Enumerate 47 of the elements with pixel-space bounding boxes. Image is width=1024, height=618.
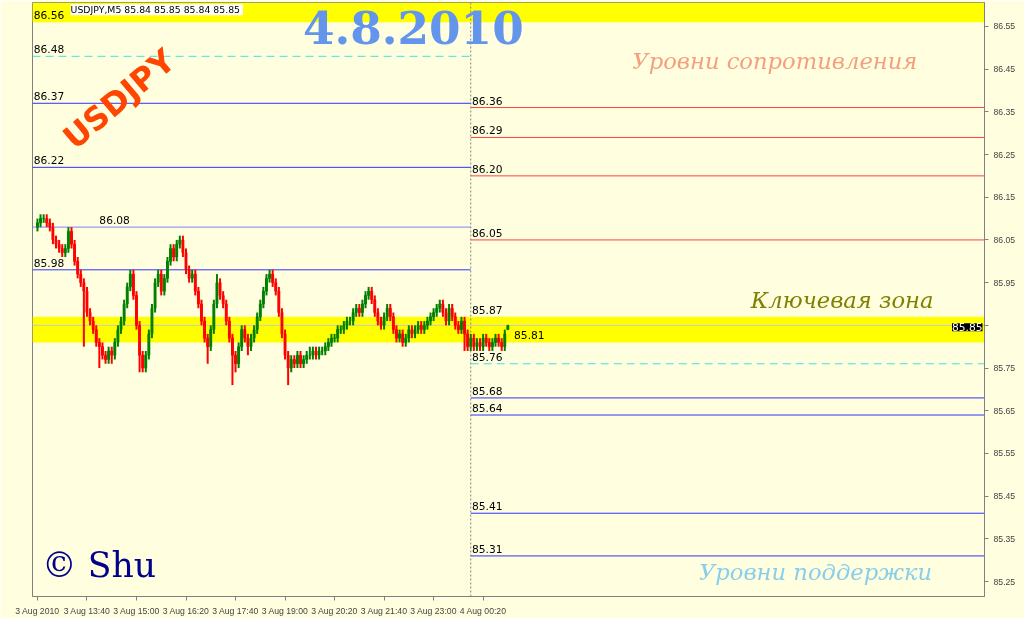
x-tick-label: 3 Aug 23:00 — [410, 605, 457, 616]
y-tick-label: 86.05 — [993, 234, 1016, 245]
y-tick-label: 85.65 — [993, 405, 1016, 416]
annotation: 85.87 — [471, 303, 503, 317]
x-tick-label: 3 Aug 2010 — [15, 605, 60, 616]
y-tick-label: 86.35 — [993, 106, 1016, 117]
annotation: 85.41 — [471, 500, 503, 514]
annotation: © Shu — [42, 544, 157, 585]
y-tick-label: 86.15 — [993, 192, 1016, 203]
x-tick-label: 3 Aug 20:20 — [311, 605, 358, 616]
x-tick-label: 3 Aug 19:00 — [261, 605, 309, 616]
y-tick-label: 85.25 — [993, 576, 1016, 587]
y-tick-label: 86.45 — [993, 64, 1016, 75]
annotation: 86.36 — [471, 94, 503, 108]
annotation: Уровни сопротивления — [632, 47, 918, 74]
candlestick — [506, 324, 510, 331]
x-tick-label: 3 Aug 21:40 — [360, 605, 408, 616]
y-tick-label: 86.25 — [993, 149, 1016, 160]
annotation: 85.81 — [514, 329, 545, 343]
annotation: 86.48 — [33, 43, 65, 57]
x-tick-label: 3 Aug 13:40 — [63, 605, 111, 616]
y-tick-label: 86.55 — [993, 21, 1016, 32]
annotation: 86.08 — [99, 214, 131, 228]
y-tick-label: 85.95 — [993, 277, 1016, 288]
annotation: 85.68 — [471, 384, 503, 398]
annotation: 86.56 — [33, 9, 65, 23]
x-tick-label: 3 Aug 17:40 — [212, 605, 259, 616]
annotation: 85.98 — [33, 256, 65, 270]
ref-line-label: 85.85 — [951, 321, 983, 335]
annotation: 85.76 — [471, 350, 503, 364]
x-tick-label: 3 Aug 15:00 — [113, 605, 160, 616]
annotation: Уровни поддержки — [698, 558, 933, 585]
annotation: 86.20 — [471, 162, 503, 176]
annotation: USDJPY,M5 85.84 85.85 85.84 85.85 — [70, 4, 241, 16]
x-tick-label: 4 Aug 00:20 — [459, 605, 507, 616]
annotation: 85.31 — [471, 542, 503, 556]
annotation: Ключевая зона — [749, 286, 934, 313]
annotation: 86.22 — [33, 154, 65, 168]
y-tick-label: 85.35 — [993, 533, 1016, 544]
annotation: 86.05 — [471, 226, 503, 240]
y-tick-label: 85.55 — [993, 448, 1016, 459]
y-tick-label: 85.75 — [993, 363, 1016, 374]
annotation: 85.64 — [471, 402, 503, 416]
y-tick-label: 85.45 — [993, 491, 1016, 502]
x-tick-label: 3 Aug 16:20 — [162, 605, 210, 616]
annotation: 86.37 — [33, 90, 65, 104]
annotation: 86.29 — [471, 124, 503, 138]
